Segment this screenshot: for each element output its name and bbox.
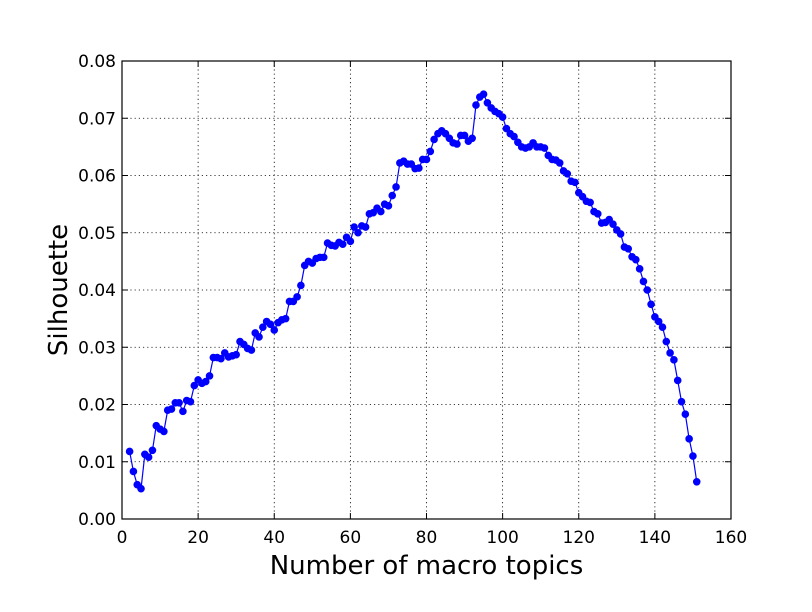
data-point (586, 198, 594, 207)
data-point (281, 314, 290, 323)
data-point (635, 265, 644, 273)
data-point (217, 354, 225, 363)
data-point (563, 169, 572, 178)
x-tick-label: 60 (340, 528, 362, 548)
data-point (190, 381, 199, 390)
data-point (361, 223, 370, 231)
data-point (388, 191, 397, 200)
x-tick-label: 0 (117, 528, 128, 548)
data-point (186, 397, 195, 406)
data-point (685, 435, 693, 443)
data-point (593, 210, 602, 218)
x-tick-label: 120 (563, 528, 595, 548)
data-point (201, 377, 210, 386)
data-point (483, 98, 492, 107)
data-point (555, 159, 564, 167)
data-point (624, 244, 633, 253)
data-point (160, 427, 168, 436)
data-point (510, 132, 518, 141)
data-point (639, 277, 648, 286)
y-tick-label: 0.05 (78, 224, 116, 244)
data-point (125, 447, 134, 456)
data-point (677, 397, 686, 406)
data-point (346, 237, 355, 246)
data-point (255, 333, 263, 341)
y-tick-label: 0.07 (78, 109, 116, 129)
data-point (144, 453, 153, 461)
data-point (377, 207, 385, 216)
data-point (479, 90, 488, 98)
x-tick-label: 160 (715, 528, 747, 548)
data-point (270, 326, 279, 334)
data-point (498, 113, 507, 121)
data-point (129, 467, 138, 476)
data-point (297, 281, 305, 290)
data-point (460, 131, 469, 140)
data-point (354, 228, 362, 237)
data-point (426, 147, 435, 156)
data-point (647, 300, 655, 309)
y-tick-label: 0.04 (78, 281, 116, 301)
data-point (540, 144, 549, 152)
grid (122, 61, 731, 519)
x-tick-labels: 0 20 40 60 80 100 120 140 160 (117, 528, 748, 548)
data-point (422, 155, 431, 164)
y-axis-label: Silhouette (44, 224, 74, 356)
data-point (472, 101, 480, 109)
data-point (319, 253, 328, 262)
data-point (673, 376, 682, 385)
data-point (658, 323, 667, 332)
data-point (415, 164, 423, 172)
data-point (384, 202, 393, 210)
y-tick-label: 0.08 (78, 52, 116, 72)
data-point (643, 286, 652, 294)
data-point (681, 410, 690, 419)
data-point (232, 350, 240, 359)
data-point (266, 320, 275, 329)
data-point (632, 255, 640, 264)
data-point (247, 346, 256, 354)
x-axis-label: Number of macro topics (270, 551, 584, 581)
y-tick-label: 0.00 (78, 510, 116, 530)
y-tick-label: 0.06 (78, 167, 116, 187)
x-tick-label: 80 (416, 528, 438, 548)
data-point (616, 230, 625, 238)
x-tick-label: 20 (187, 528, 209, 548)
data-point (350, 223, 358, 231)
data-point (175, 398, 183, 407)
data-point (609, 220, 617, 228)
x-tick-label: 100 (486, 528, 518, 548)
data-point (137, 484, 145, 493)
y-tick-labels: 0.00 0.01 0.02 0.03 0.04 0.05 0.06 0.07 0.08 (78, 52, 116, 530)
x-tick-label: 140 (639, 528, 671, 548)
data-point (338, 240, 347, 248)
data-point (502, 124, 511, 133)
y-tick-label: 0.01 (78, 453, 116, 473)
data-point (654, 317, 663, 326)
data-point (259, 323, 267, 332)
data-point (179, 407, 187, 416)
data-point (453, 140, 461, 148)
data-point (392, 183, 400, 191)
data-point (666, 349, 674, 357)
data-point (662, 337, 671, 346)
data-point (167, 405, 176, 413)
data-point (293, 293, 301, 301)
data-point (692, 477, 701, 486)
data-point (689, 452, 697, 460)
series-layer (125, 90, 701, 493)
data-point (468, 134, 476, 143)
data-point (148, 446, 157, 455)
data-point (571, 178, 579, 187)
y-tick-label: 0.03 (78, 338, 116, 358)
data-point (430, 135, 438, 144)
data-point (670, 356, 678, 364)
y-tick-label: 0.02 (78, 396, 116, 416)
x-tick-label: 40 (263, 528, 285, 548)
data-point (205, 372, 214, 380)
ticks (121, 60, 732, 520)
